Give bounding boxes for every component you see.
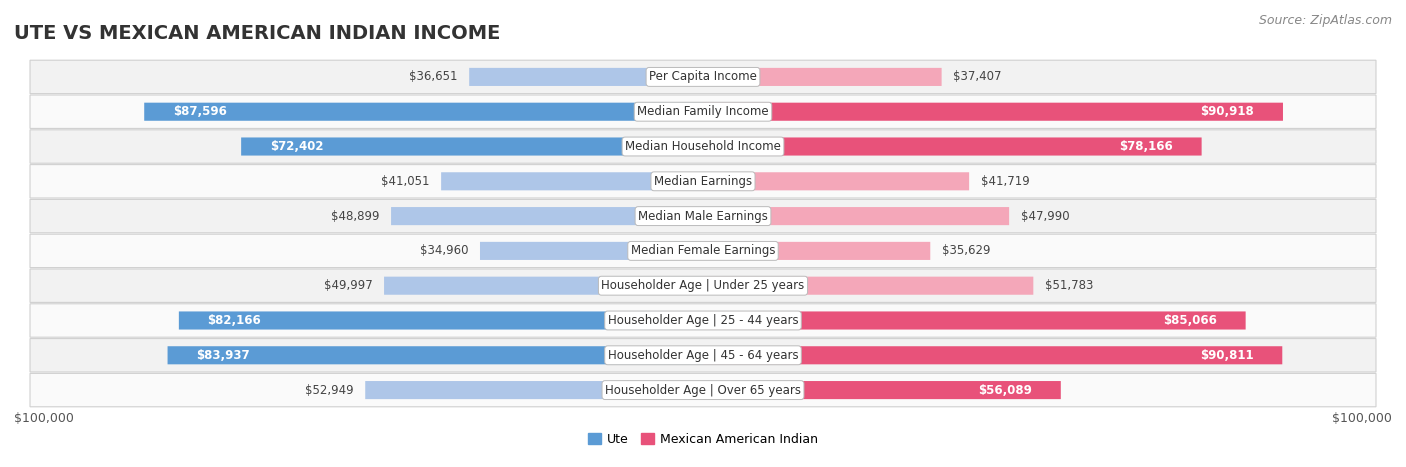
FancyBboxPatch shape [30,234,1376,268]
FancyBboxPatch shape [703,276,1033,295]
Text: Median Household Income: Median Household Income [626,140,780,153]
FancyBboxPatch shape [30,60,1376,93]
FancyBboxPatch shape [703,242,931,260]
Text: $90,918: $90,918 [1201,105,1254,118]
FancyBboxPatch shape [441,172,703,191]
Text: $51,783: $51,783 [1045,279,1094,292]
FancyBboxPatch shape [470,68,703,86]
FancyBboxPatch shape [391,207,703,225]
FancyBboxPatch shape [30,339,1376,372]
Text: Median Male Earnings: Median Male Earnings [638,210,768,223]
Text: $87,596: $87,596 [173,105,226,118]
Text: $100,000: $100,000 [1331,411,1392,425]
Text: $90,811: $90,811 [1199,349,1254,362]
Legend: Ute, Mexican American Indian: Ute, Mexican American Indian [583,428,823,451]
Text: $82,166: $82,166 [208,314,262,327]
Text: Source: ZipAtlas.com: Source: ZipAtlas.com [1258,14,1392,27]
FancyBboxPatch shape [703,346,1282,364]
Text: $85,066: $85,066 [1163,314,1218,327]
Text: $78,166: $78,166 [1119,140,1173,153]
Text: UTE VS MEXICAN AMERICAN INDIAN INCOME: UTE VS MEXICAN AMERICAN INDIAN INCOME [14,24,501,43]
Text: $41,719: $41,719 [980,175,1029,188]
FancyBboxPatch shape [30,130,1376,163]
FancyBboxPatch shape [384,276,703,295]
Text: Median Family Income: Median Family Income [637,105,769,118]
Text: $37,407: $37,407 [953,71,1001,84]
FancyBboxPatch shape [30,199,1376,233]
Text: $52,949: $52,949 [305,383,354,396]
Text: $56,089: $56,089 [979,383,1032,396]
Text: $35,629: $35,629 [942,244,990,257]
Text: $83,937: $83,937 [197,349,250,362]
Text: Householder Age | Under 25 years: Householder Age | Under 25 years [602,279,804,292]
FancyBboxPatch shape [479,242,703,260]
Text: $41,051: $41,051 [381,175,430,188]
FancyBboxPatch shape [703,311,1246,330]
Text: $47,990: $47,990 [1021,210,1069,223]
FancyBboxPatch shape [30,95,1376,128]
FancyBboxPatch shape [145,103,703,121]
FancyBboxPatch shape [703,172,969,191]
Text: Householder Age | 45 - 64 years: Householder Age | 45 - 64 years [607,349,799,362]
Text: $49,997: $49,997 [323,279,373,292]
Text: $100,000: $100,000 [14,411,75,425]
FancyBboxPatch shape [30,374,1376,407]
Text: $36,651: $36,651 [409,71,458,84]
FancyBboxPatch shape [179,311,703,330]
FancyBboxPatch shape [703,68,942,86]
FancyBboxPatch shape [703,137,1202,156]
FancyBboxPatch shape [30,304,1376,337]
Text: $48,899: $48,899 [330,210,380,223]
Text: Median Female Earnings: Median Female Earnings [631,244,775,257]
FancyBboxPatch shape [703,207,1010,225]
FancyBboxPatch shape [366,381,703,399]
Text: Householder Age | Over 65 years: Householder Age | Over 65 years [605,383,801,396]
Text: Per Capita Income: Per Capita Income [650,71,756,84]
FancyBboxPatch shape [30,164,1376,198]
FancyBboxPatch shape [703,381,1060,399]
Text: Median Earnings: Median Earnings [654,175,752,188]
FancyBboxPatch shape [242,137,703,156]
Text: $72,402: $72,402 [270,140,323,153]
FancyBboxPatch shape [167,346,703,364]
Text: Householder Age | 25 - 44 years: Householder Age | 25 - 44 years [607,314,799,327]
FancyBboxPatch shape [30,269,1376,303]
Text: $34,960: $34,960 [420,244,468,257]
FancyBboxPatch shape [703,103,1282,121]
